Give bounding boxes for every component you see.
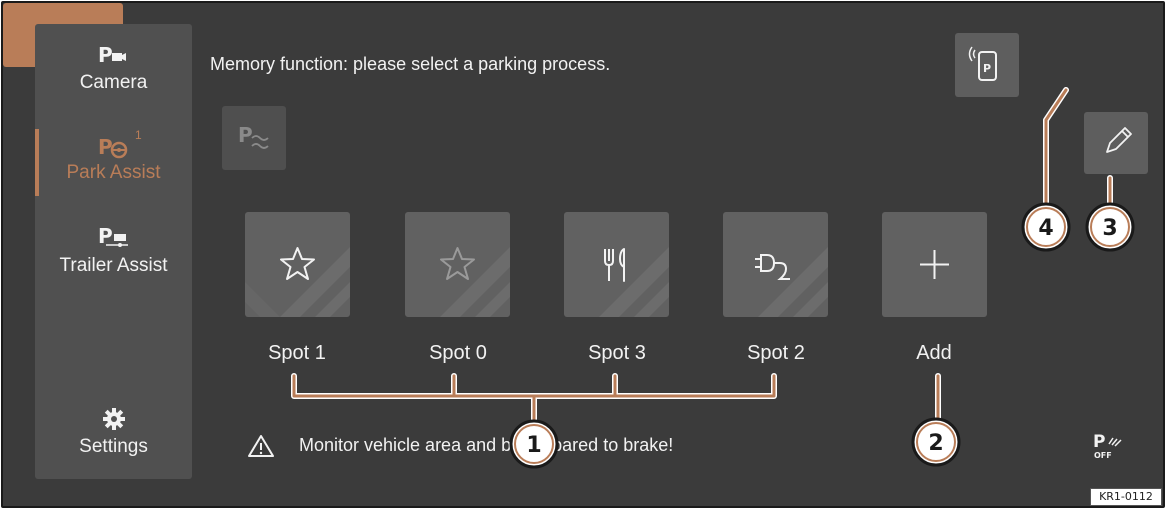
spot-label: Spot 1	[268, 342, 326, 364]
spot-label: Add	[916, 342, 952, 364]
svg-text:P: P	[98, 135, 113, 159]
remote-parking-phone-button[interactable]: P	[955, 33, 1019, 97]
spot-label: Spot 2	[747, 342, 805, 364]
svg-text:P: P	[1093, 432, 1105, 452]
sidebar-item-label: Trailer Assist	[59, 255, 168, 276]
warning-message: Monitor vehicle area and be prepared to …	[247, 433, 673, 464]
gear-icon	[102, 408, 125, 430]
callout-number: 1	[526, 433, 541, 458]
star-icon	[440, 247, 510, 317]
spot-label: Spot 0	[429, 342, 487, 364]
svg-text:P: P	[983, 62, 991, 75]
sidebar-item-label: Camera	[79, 72, 148, 93]
fork-knife-icon	[599, 247, 669, 317]
active-indicator	[35, 129, 39, 196]
edit-button[interactable]	[1084, 112, 1148, 174]
park-route-button[interactable]: P	[222, 106, 286, 170]
warning-triangle-icon	[248, 435, 274, 457]
callout-overlay: 1 2 3 4	[291, 87, 1135, 469]
camera-parking-icon: P	[98, 43, 126, 67]
svg-text:P: P	[238, 123, 253, 147]
park-assist-steering-icon: P	[98, 135, 127, 159]
plus-icon	[920, 250, 949, 279]
sidebar-item-label: Settings	[79, 436, 148, 457]
figure-code-label: KR1-0112	[1090, 488, 1162, 506]
spot-tile-spot-1[interactable]	[245, 212, 350, 317]
svg-text:P: P	[98, 43, 113, 67]
svg-text:OFF: OFF	[1094, 451, 1112, 460]
phone-parking-icon: P	[968, 46, 997, 81]
callout-number: 2	[928, 431, 943, 456]
warning-text: Monitor vehicle area and be prepared to …	[299, 435, 674, 455]
spot-tile-add[interactable]	[882, 212, 987, 317]
callout-1: 1	[509, 419, 559, 469]
callout-number: 4	[1038, 216, 1053, 241]
spot-tile-spot-3[interactable]	[564, 212, 669, 317]
charging-plug-icon	[755, 247, 828, 317]
pencil-icon	[1106, 127, 1132, 153]
svg-text:P: P	[98, 224, 113, 248]
sidebar-item-camera[interactable]: P Camera	[35, 38, 192, 94]
park-assist-superscript: 1	[135, 128, 142, 142]
park-route-icon: P	[238, 123, 269, 149]
spot-tile-spot-0[interactable]	[405, 212, 510, 317]
sidebar-item-settings[interactable]: Settings	[35, 402, 192, 458]
memory-function-message: Memory function: please select a parking…	[210, 54, 611, 74]
callout-2: 2	[911, 417, 961, 467]
sidebar: P Camera 1 P Park Assist P Trai	[35, 24, 192, 479]
sidebar-item-trailer-assist[interactable]: P Trailer Assist	[35, 221, 192, 277]
callout-3: 3	[1085, 202, 1135, 252]
spot-label: Spot 3	[588, 342, 646, 364]
trailer-parking-icon: P	[98, 224, 128, 248]
star-icon	[245, 247, 350, 317]
callout-number: 3	[1102, 216, 1117, 241]
parking-sensor-off-icon[interactable]: P OFF	[1091, 430, 1131, 464]
spot-tile-spot-2[interactable]	[723, 212, 828, 317]
callout-4: 4	[1021, 202, 1071, 252]
sidebar-item-park-assist[interactable]: 1 P Park Assist	[35, 128, 192, 184]
sidebar-item-label: Park Assist	[66, 162, 161, 183]
